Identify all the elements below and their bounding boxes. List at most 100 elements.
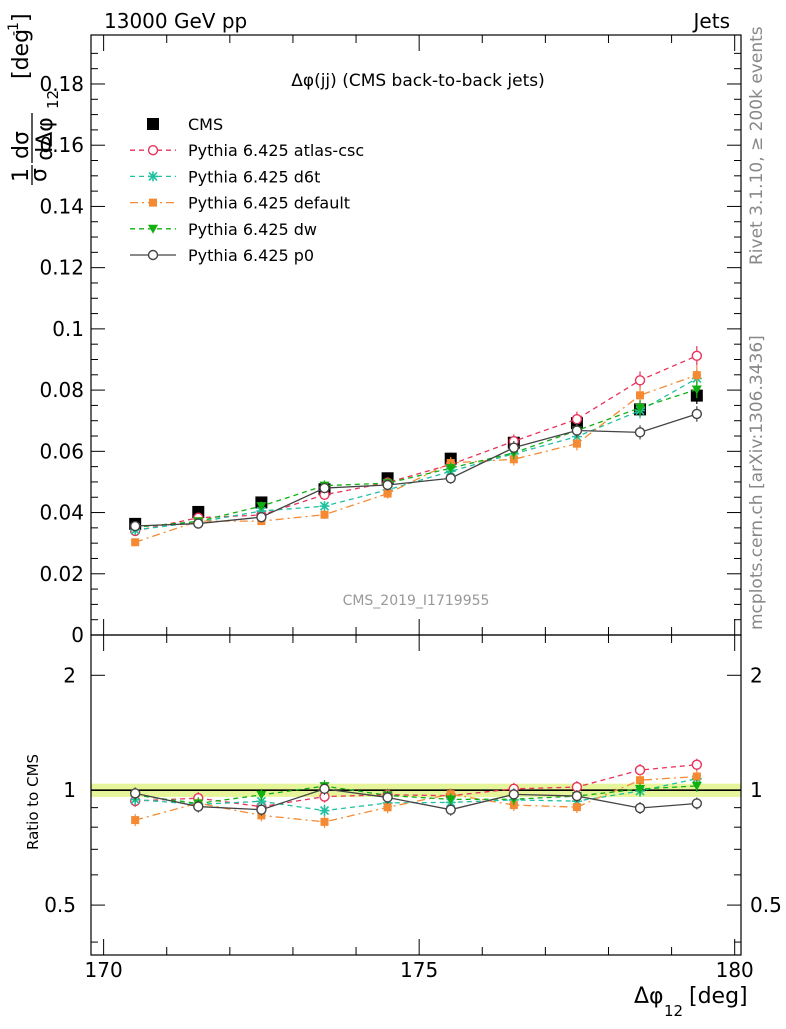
ratio-point bbox=[383, 803, 392, 812]
main-point bbox=[635, 403, 646, 413]
main-series-5 bbox=[129, 406, 703, 532]
ratio-point bbox=[382, 792, 393, 803]
main-point bbox=[256, 502, 267, 512]
ratio-point bbox=[256, 804, 267, 815]
y-tick-label: 0.08 bbox=[39, 378, 84, 402]
ratio-series bbox=[129, 758, 703, 828]
ylabel-dphi: dΔφ bbox=[33, 117, 58, 161]
main-y-ticks: 0 0.02 0.04 0.06 0.08 0.1 0.12 0.14 0.16 0.18 bbox=[39, 52, 741, 647]
main-point bbox=[256, 511, 267, 523]
ratio-point bbox=[572, 803, 581, 812]
main-point bbox=[193, 518, 204, 529]
y-tick-label: 0.18 bbox=[39, 72, 84, 96]
ratio-point bbox=[319, 805, 330, 816]
ratio-point bbox=[634, 764, 646, 776]
ratio-point bbox=[692, 772, 701, 781]
main-line-1 bbox=[135, 355, 698, 532]
main-point bbox=[572, 439, 581, 448]
ratio-point bbox=[508, 789, 520, 800]
ylabel-unit: [deg bbox=[9, 29, 34, 79]
main-x-ticks bbox=[103, 35, 736, 635]
main-point bbox=[691, 408, 703, 420]
legend-marker bbox=[149, 198, 157, 207]
ratio-point bbox=[635, 785, 646, 795]
x-axis-label: Δφ 12 [deg] bbox=[634, 984, 748, 1020]
ratio-point bbox=[256, 796, 267, 807]
ratio-y-tick-label-right: 1 bbox=[750, 778, 763, 802]
ratio-point bbox=[129, 788, 141, 799]
main-line-2 bbox=[135, 377, 698, 531]
main-point bbox=[319, 501, 330, 512]
ratio-panel: 0.5 0.5 1 1 2 2 170 175 180 bbox=[44, 634, 782, 982]
process-label: Jets bbox=[692, 9, 730, 33]
energy-label: 13000 GeV pp bbox=[104, 9, 247, 33]
ratio-point bbox=[445, 795, 456, 805]
ylabel-one: 1 bbox=[9, 168, 34, 182]
ratio-y-tick-label-right: 2 bbox=[750, 663, 763, 687]
main-line-3 bbox=[134, 374, 698, 543]
main-point bbox=[445, 473, 456, 484]
main-panel: Δφ(jj) (CMS back-to-back jets) CMS_2019_… bbox=[39, 34, 742, 647]
ratio-point bbox=[256, 790, 267, 800]
main-point bbox=[383, 489, 392, 498]
watermark: CMS_2019_I1719955 bbox=[343, 593, 490, 609]
main-point bbox=[382, 479, 393, 491]
y-tick-label: 0 bbox=[71, 623, 84, 647]
legend-label: Pythia 6.425 default bbox=[188, 194, 350, 213]
ratio-y-tick-label-right: 0.5 bbox=[750, 893, 782, 917]
ratio-point bbox=[571, 790, 583, 802]
ratio-point bbox=[691, 781, 702, 791]
main-point bbox=[571, 425, 583, 436]
main-point bbox=[571, 413, 583, 425]
legend-marker bbox=[147, 249, 159, 261]
legend-marker bbox=[148, 224, 158, 234]
y-tick-label: 0.1 bbox=[52, 317, 84, 341]
legend-label: Pythia 6.425 d6t bbox=[188, 167, 320, 186]
x-tick-label: 175 bbox=[400, 958, 438, 982]
main-point bbox=[691, 385, 702, 395]
x-tick-label: 170 bbox=[85, 958, 123, 982]
main-point bbox=[692, 371, 701, 380]
legend-label: Pythia 6.425 atlas-csc bbox=[188, 141, 364, 160]
ratio-series-2 bbox=[131, 770, 701, 828]
ratio-point bbox=[131, 816, 140, 825]
main-series-0 bbox=[129, 387, 703, 530]
ylabel-dsigma: dσ bbox=[9, 131, 34, 159]
ratio-point bbox=[634, 802, 646, 814]
x-tick-label: 180 bbox=[716, 958, 754, 982]
ratio-y-tick-label: 2 bbox=[63, 663, 76, 687]
legend-marker bbox=[148, 171, 158, 182]
legend-label: Pythia 6.425 dw bbox=[188, 220, 317, 239]
ratio-point bbox=[320, 817, 329, 826]
main-point bbox=[319, 482, 330, 494]
main-series-4 bbox=[130, 380, 702, 533]
ylabel-unit-sup: -1 bbox=[6, 22, 22, 36]
ratio-y-tick-label: 0.5 bbox=[44, 893, 76, 917]
y-tick-label: 0.16 bbox=[39, 133, 84, 157]
ratio-point bbox=[445, 804, 456, 815]
main-series-1 bbox=[129, 346, 703, 537]
main-point bbox=[509, 455, 518, 464]
main-y-axis-label: 1 σ dσ dΔφ 12 [deg -1 ] bbox=[6, 13, 62, 185]
ratio-line-4 bbox=[135, 788, 697, 811]
ylabel-sub: 12 bbox=[44, 90, 62, 109]
main-point bbox=[691, 350, 703, 362]
ratio-line-1 bbox=[135, 778, 697, 812]
legend-marker bbox=[147, 118, 159, 130]
ratio-y-tick-label: 1 bbox=[63, 778, 76, 802]
legend-label: CMS bbox=[188, 115, 223, 134]
xlabel-unit: [deg] bbox=[689, 984, 748, 1009]
main-point bbox=[131, 538, 140, 547]
main-point bbox=[634, 375, 646, 386]
y-tick-label: 0.12 bbox=[39, 256, 84, 280]
ylabel-unit-close: ] bbox=[9, 13, 34, 22]
legend-label: Pythia 6.425 p0 bbox=[188, 246, 314, 265]
ratio-line-2 bbox=[135, 775, 697, 823]
legend: CMS Pythia 6.425 atlas-csc Pythia 6.425 d6… bbox=[130, 115, 364, 265]
y-tick-label: 0.04 bbox=[39, 501, 84, 525]
ylabel-sigma: σ bbox=[27, 168, 52, 182]
rivet-label: Rivet 3.1.10, ≥ 200k events bbox=[747, 26, 767, 265]
legend-marker bbox=[147, 144, 159, 156]
main-line-4 bbox=[135, 388, 698, 528]
main-point bbox=[634, 427, 646, 438]
